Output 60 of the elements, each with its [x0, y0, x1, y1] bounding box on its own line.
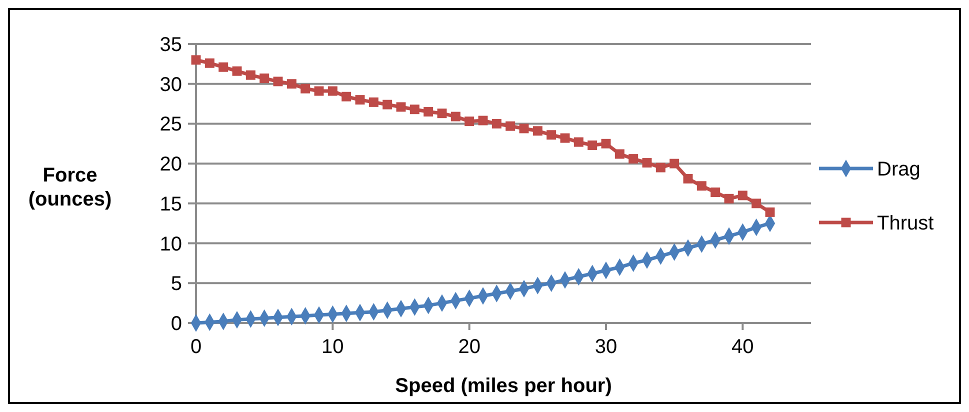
y-axis-title: Force (ounces) [28, 164, 112, 210]
point [424, 107, 434, 116]
point [286, 79, 296, 89]
point [450, 112, 460, 122]
point [232, 66, 242, 76]
point [246, 70, 256, 80]
point [588, 140, 598, 150]
x-tick-label: 10 [322, 336, 344, 358]
point [328, 86, 338, 96]
point [738, 190, 748, 200]
point [314, 86, 324, 96]
point [532, 126, 542, 136]
point [478, 116, 488, 126]
point [396, 102, 406, 112]
point [437, 108, 447, 118]
point [342, 92, 352, 102]
x-axis-title: Speed (miles per hour) [395, 375, 612, 397]
y-tick-label: 35 [160, 34, 182, 56]
point [546, 130, 556, 140]
legend-label: Drag [877, 158, 920, 180]
point [683, 174, 693, 184]
legend-label: Thrust [877, 212, 934, 234]
point [560, 133, 570, 143]
point [218, 62, 228, 72]
y-tick-label: 5 [170, 273, 182, 296]
y-tick-label: 15 [160, 193, 182, 216]
point [273, 76, 283, 86]
point [656, 162, 666, 172]
point [614, 149, 624, 159]
x-tick-label: 40 [732, 336, 754, 358]
point [260, 74, 270, 84]
x-tick-label: 20 [458, 336, 480, 358]
point [368, 97, 378, 107]
y-tick-label: 10 [160, 233, 182, 256]
point [204, 58, 214, 68]
point [670, 158, 680, 168]
point [628, 154, 638, 164]
point [382, 100, 392, 110]
point [710, 188, 720, 198]
y-tick-label: 25 [160, 114, 182, 136]
point [464, 116, 474, 126]
y-tick-label: 20 [160, 154, 182, 176]
point [574, 137, 584, 147]
point [492, 118, 502, 128]
point [642, 158, 652, 168]
point [519, 124, 529, 134]
x-tick-label: 0 [190, 336, 202, 358]
point [601, 138, 611, 148]
y-tick-label: 30 [160, 74, 182, 96]
point [724, 194, 734, 204]
point [506, 121, 516, 131]
point [765, 207, 775, 217]
point [410, 104, 420, 114]
point [355, 95, 365, 105]
point [300, 84, 310, 94]
point [191, 55, 201, 65]
point [752, 198, 762, 208]
x-tick-label: 30 [594, 336, 618, 358]
point [696, 181, 706, 191]
y-tick-label: 0 [170, 313, 182, 335]
